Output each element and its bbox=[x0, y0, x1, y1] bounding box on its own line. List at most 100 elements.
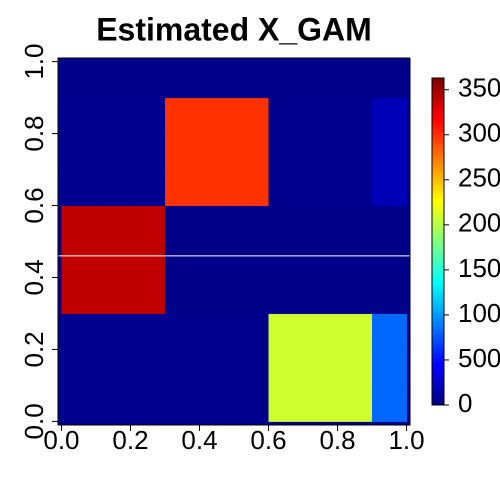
colorbar-step bbox=[432, 205, 444, 210]
colorbar-step bbox=[432, 287, 444, 292]
colorbar-step bbox=[432, 107, 444, 112]
heat-cell bbox=[61, 313, 97, 350]
heat-cell bbox=[95, 205, 131, 242]
heat-cell bbox=[268, 169, 304, 207]
heat-cell bbox=[268, 97, 304, 135]
colorbar-step bbox=[432, 182, 444, 187]
heat-cell bbox=[61, 277, 97, 314]
heat-cell bbox=[234, 385, 270, 422]
heat-cell bbox=[234, 169, 270, 207]
heat-cell bbox=[372, 97, 408, 135]
heat-cell bbox=[303, 385, 339, 422]
heat-cell bbox=[234, 241, 270, 278]
heat-cell bbox=[199, 349, 235, 386]
heat-cell bbox=[234, 133, 270, 171]
colorbar-step bbox=[432, 185, 444, 190]
colorbar-step bbox=[432, 123, 444, 128]
colorbar-step bbox=[432, 78, 444, 82]
heat-cell bbox=[164, 277, 200, 314]
colorbar-step bbox=[432, 346, 444, 350]
heat-cell bbox=[199, 385, 235, 422]
heat-cell bbox=[164, 169, 200, 207]
heat-cell bbox=[372, 169, 408, 207]
colorbar-step bbox=[432, 113, 444, 118]
colorbar-step bbox=[432, 385, 444, 390]
heat-cell bbox=[61, 97, 97, 135]
colorbar-step bbox=[432, 277, 444, 282]
heat-cell bbox=[372, 205, 408, 242]
colorbar-tick-label: 1000 bbox=[458, 298, 500, 328]
colorbar-step bbox=[432, 153, 444, 157]
colorbar-step bbox=[432, 198, 444, 203]
colorbar-step bbox=[432, 110, 444, 115]
heat-cell bbox=[268, 241, 304, 278]
heat-cell bbox=[95, 133, 131, 171]
colorbar-step bbox=[432, 336, 444, 341]
heat-cell bbox=[61, 61, 97, 99]
colorbar-step bbox=[432, 365, 444, 370]
colorbar-step bbox=[432, 284, 444, 288]
heat-cell bbox=[95, 169, 131, 207]
heat-cell bbox=[199, 277, 235, 314]
heat-cell bbox=[234, 349, 270, 386]
colorbar-tick-label: 2500 bbox=[458, 163, 500, 193]
heat-cell bbox=[234, 97, 270, 135]
heat-cell bbox=[61, 241, 97, 278]
colorbar-tick-label: 0 bbox=[458, 388, 472, 418]
heat-cell bbox=[234, 205, 270, 242]
colorbar-step bbox=[432, 212, 444, 216]
colorbar-step bbox=[432, 319, 444, 324]
colorbar-step bbox=[432, 228, 444, 233]
colorbar-step bbox=[432, 297, 444, 301]
heat-cell bbox=[164, 313, 200, 350]
heat-cell bbox=[303, 205, 339, 242]
colorbar-step bbox=[432, 179, 444, 184]
heat-cell bbox=[303, 277, 339, 314]
colorbar-step bbox=[432, 91, 444, 95]
colorbar-step bbox=[432, 359, 444, 363]
colorbar-step bbox=[432, 238, 444, 242]
y-tick-label: 0.8 bbox=[19, 115, 49, 151]
colorbar-step bbox=[432, 100, 444, 105]
heat-cell bbox=[61, 349, 97, 386]
colorbar-step bbox=[432, 251, 444, 256]
colorbar-step bbox=[432, 303, 444, 308]
colorbar-step bbox=[432, 163, 444, 167]
colorbar-step bbox=[432, 84, 444, 89]
colorbar-step bbox=[432, 231, 444, 236]
heat-cell bbox=[61, 205, 97, 242]
colorbar-step bbox=[432, 192, 444, 197]
y-tick-label: 1.0 bbox=[19, 44, 49, 80]
colorbar-step bbox=[432, 339, 444, 344]
plot-frame bbox=[57, 57, 411, 426]
heat-cell bbox=[337, 169, 373, 207]
heat-cell bbox=[95, 97, 131, 135]
heat-cell bbox=[337, 97, 373, 135]
heat-cell bbox=[164, 241, 200, 278]
colorbar-step bbox=[432, 355, 444, 360]
heat-cell bbox=[95, 277, 131, 314]
colorbar-step bbox=[432, 352, 444, 357]
colorbar-step bbox=[432, 270, 444, 275]
colorbar-step bbox=[432, 333, 444, 337]
colorbar-step bbox=[432, 326, 444, 331]
colorbar-step bbox=[432, 300, 444, 305]
colorbar-step bbox=[432, 159, 444, 164]
heat-cell bbox=[199, 205, 235, 242]
heat-cell bbox=[130, 205, 166, 242]
colorbar-step bbox=[432, 130, 444, 135]
heat-cell bbox=[268, 277, 304, 314]
x-tick-label: 0.4 bbox=[181, 425, 217, 455]
heat-cell bbox=[234, 61, 270, 99]
x-tick-label: 0.0 bbox=[43, 425, 79, 455]
heat-cell bbox=[164, 349, 200, 386]
colorbar-step bbox=[432, 136, 444, 141]
colorbar-step bbox=[432, 189, 444, 193]
heat-cell bbox=[61, 133, 97, 171]
heat-cell bbox=[337, 205, 373, 242]
colorbar-step bbox=[432, 166, 444, 171]
colorbar-step bbox=[432, 382, 444, 386]
colorbar-step bbox=[432, 81, 444, 86]
heat-cell bbox=[337, 313, 373, 350]
